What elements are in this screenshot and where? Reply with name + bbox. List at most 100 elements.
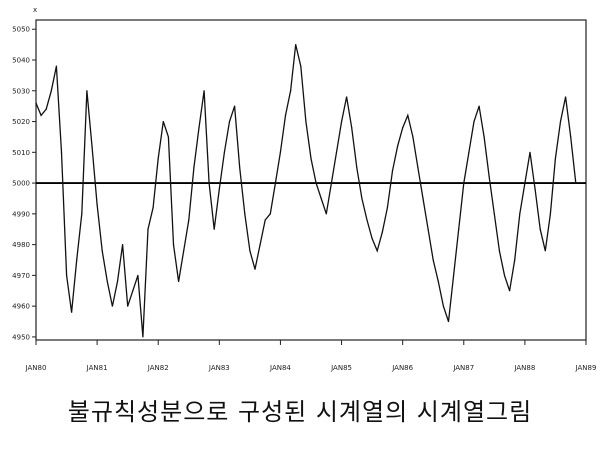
plot-border: [35, 19, 587, 341]
data-point: [483, 136, 485, 138]
x-tick-label: JAN89: [575, 364, 597, 372]
data-point: [86, 90, 88, 92]
y-tick-label: 4980: [12, 241, 30, 249]
data-point: [305, 120, 307, 123]
data-point: [310, 157, 312, 160]
data-point: [65, 274, 68, 276]
data-point: [325, 213, 327, 215]
data-point: [391, 170, 394, 172]
data-point: [279, 151, 282, 153]
data-point: [565, 96, 567, 98]
data-point: [127, 305, 129, 307]
data-point: [55, 65, 57, 67]
data-point: [218, 188, 220, 190]
data-point: [60, 151, 63, 153]
data-point: [488, 176, 490, 178]
data-point: [524, 182, 526, 184]
data-point: [442, 305, 445, 307]
data-point: [366, 219, 368, 221]
data-point: [254, 268, 256, 270]
y-tick-label: 4960: [12, 303, 30, 311]
data-point: [239, 167, 241, 169]
y-tick-label: 5040: [12, 57, 30, 65]
data-point: [544, 250, 546, 252]
data-point: [172, 244, 175, 246]
x-tick-label: JAN88: [513, 364, 535, 372]
data-point: [101, 250, 103, 252]
data-point: [71, 311, 73, 313]
data-point: [116, 280, 119, 283]
data-point: [330, 182, 332, 184]
data-point: [407, 114, 409, 116]
y-tick-label: 4970: [12, 272, 30, 280]
data-point: [315, 182, 317, 184]
x-tick-label: JAN81: [86, 364, 108, 372]
series-layer: [35, 44, 577, 338]
x-tick-label: JAN86: [391, 364, 413, 372]
data-point: [274, 182, 276, 184]
data-point: [559, 120, 562, 123]
data-point: [509, 290, 511, 292]
figure-caption: 불규칙성분으로 구성된 시계열의 시계열그림: [67, 398, 533, 426]
y-tick-label: 5050: [12, 26, 30, 34]
data-point: [458, 228, 460, 230]
data-point: [183, 250, 185, 252]
y-tick-label: 4990: [12, 210, 30, 218]
x-tick-label: JAN82: [147, 364, 169, 372]
data-point: [478, 105, 480, 107]
data-point: [137, 274, 139, 276]
data-point: [96, 204, 98, 206]
data-point: [111, 305, 113, 307]
data-point: [142, 336, 144, 338]
data-point: [290, 90, 292, 92]
data-point: [534, 188, 536, 190]
data-point: [35, 102, 37, 104]
data-point: [519, 213, 521, 215]
data-point: [432, 259, 434, 261]
data-point: [320, 197, 322, 200]
y-tick-label: 5010: [12, 149, 30, 157]
data-point: [412, 136, 414, 138]
data-point: [188, 219, 190, 221]
data-point: [106, 280, 108, 283]
data-point: [575, 182, 577, 184]
data-point: [356, 167, 358, 169]
data-point: [493, 213, 495, 215]
y-unit-marker: x: [33, 6, 37, 14]
data-point: [503, 274, 506, 276]
y-tick-label: 4950: [12, 333, 30, 341]
data-point: [498, 250, 501, 252]
data-point: [371, 237, 373, 240]
data-point: [539, 228, 541, 230]
data-point: [284, 114, 287, 116]
data-point: [249, 250, 251, 252]
data-point: [463, 182, 465, 184]
data-point: [422, 197, 424, 200]
y-axis: 4950 4960 4970 4980 4990 5000 5010 5020 5030 5040…: [12, 26, 36, 341]
data-point: [193, 167, 195, 169]
data-point: [121, 244, 124, 246]
data-point: [529, 151, 531, 153]
data-point: [157, 157, 159, 160]
data-point: [259, 244, 261, 246]
data-point: [402, 127, 404, 129]
x-tick-label: JAN83: [208, 364, 230, 372]
data-point: [386, 207, 388, 209]
data-point: [147, 228, 149, 230]
data-point: [417, 167, 419, 169]
data-point: [376, 250, 378, 252]
plot-frame: [35, 19, 587, 341]
data-point: [452, 274, 455, 276]
data-point: [381, 231, 383, 233]
data-point: [203, 90, 205, 92]
data-point: [162, 120, 164, 123]
data-point: [244, 213, 246, 215]
data-point: [50, 90, 52, 92]
data-point: [234, 105, 236, 107]
data-point: [447, 320, 450, 323]
data-point: [223, 151, 226, 153]
data-point: [213, 228, 215, 230]
data-point: [132, 290, 134, 292]
data-point: [396, 145, 399, 147]
x-tick-label: JAN87: [452, 364, 474, 372]
